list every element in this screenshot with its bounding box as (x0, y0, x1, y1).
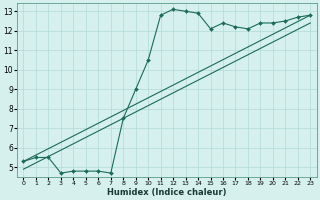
X-axis label: Humidex (Indice chaleur): Humidex (Indice chaleur) (107, 188, 227, 197)
